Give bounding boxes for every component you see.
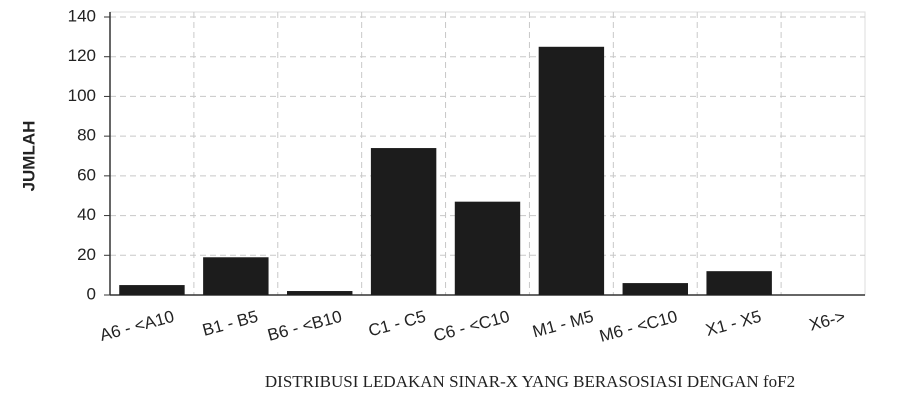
chart-caption: DISTRIBUSI LEDAKAN SINAR-X YANG BERASOSI…: [265, 372, 795, 391]
x-tick-label: X6->: [807, 307, 847, 335]
x-tick-label: M6 - <C10: [597, 307, 679, 346]
x-tick-label: X1 - X5: [704, 307, 764, 340]
bar: [119, 285, 185, 295]
bar: [706, 271, 772, 295]
bar: [287, 291, 353, 295]
y-tick-label: 40: [77, 205, 96, 224]
x-tick-label: A6 - <A10: [98, 307, 176, 345]
bar: [370, 148, 437, 295]
bar: [454, 201, 521, 295]
x-tick-label: C1 - C5: [366, 307, 427, 341]
x-tick-label: C6 - <C10: [431, 307, 511, 346]
y-tick-label: 80: [77, 126, 96, 145]
y-axis-label: JUMLAH: [19, 121, 38, 192]
x-tick-label: M1 - M5: [530, 307, 595, 341]
y-tick-label: 100: [68, 86, 96, 105]
y-tick-label: 0: [87, 284, 96, 303]
y-tick-label: 20: [77, 245, 96, 264]
x-tick-label: B1 - B5: [200, 307, 260, 340]
bar: [538, 46, 605, 296]
bar: [203, 257, 269, 295]
x-tick-label: B6 - <B10: [266, 307, 344, 345]
bar: [622, 283, 688, 295]
y-tick-label: 120: [68, 46, 96, 65]
y-tick-label: 140: [68, 6, 96, 25]
y-tick-label: 60: [77, 165, 96, 184]
